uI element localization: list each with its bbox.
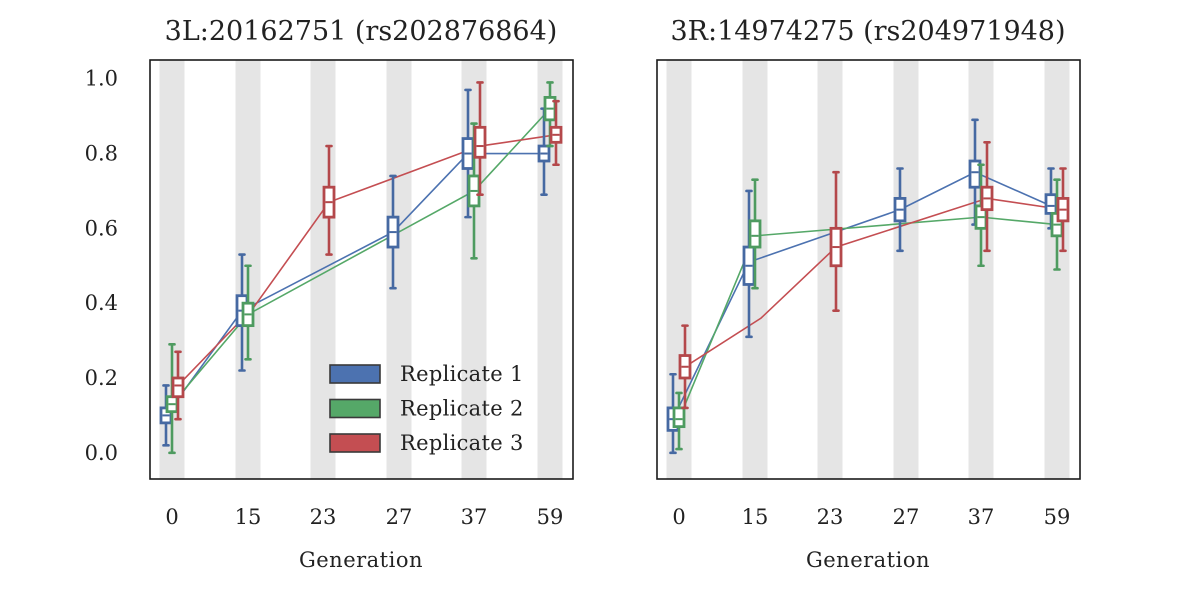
axes-frame xyxy=(149,59,574,480)
series-line xyxy=(171,108,551,405)
chart-title: 3R:14974275 (rs204971948) xyxy=(670,16,1065,47)
box xyxy=(748,219,762,249)
series-line xyxy=(678,216,1058,420)
x-axis-label: Generation xyxy=(806,548,930,572)
legend-swatch xyxy=(329,364,381,384)
x-tick-label: 27 xyxy=(386,505,413,529)
y-tick-label: 1.0 xyxy=(85,67,118,91)
legend-label: Replicate 2 xyxy=(400,397,524,421)
generation-band xyxy=(893,60,919,479)
legend-label: Replicate 3 xyxy=(400,431,524,455)
x-tick-label: 23 xyxy=(310,505,337,529)
box xyxy=(171,376,185,399)
legend-label: Replicate 1 xyxy=(400,362,524,386)
x-tick-label: 0 xyxy=(165,505,178,529)
x-tick-label: 15 xyxy=(235,505,262,529)
box xyxy=(672,406,686,429)
x-axis-label: Generation xyxy=(299,548,423,572)
series-line xyxy=(177,134,557,387)
axes-frame xyxy=(656,59,1081,480)
box xyxy=(473,125,487,159)
generation-band xyxy=(817,60,843,479)
y-tick-label: 0.8 xyxy=(85,142,118,166)
y-tick-label: 0.0 xyxy=(85,441,118,465)
chart-title: 3L:20162751 (rs202876864) xyxy=(165,16,558,47)
series-line xyxy=(684,197,1064,368)
chart-panel-right: 3R:14974275 (rs204971948) Generation 0 15… xyxy=(656,16,1081,572)
legend-swatch xyxy=(329,433,381,453)
box xyxy=(1044,193,1058,215)
chart-panel-left: 3L:20162751 (rs202876864) Generation 0 15… xyxy=(85,16,574,572)
generation-band xyxy=(968,60,994,479)
legend-swatch xyxy=(329,398,381,419)
generation-band xyxy=(386,60,412,479)
x-tick-label: 0 xyxy=(672,505,685,529)
x-tick-label: 59 xyxy=(1044,505,1071,529)
x-tick-label: 37 xyxy=(968,505,995,529)
y-tick-label: 0.4 xyxy=(85,291,118,315)
x-tick-label: 37 xyxy=(461,505,488,529)
y-tick-label: 0.2 xyxy=(85,366,118,390)
x-tick-label: 23 xyxy=(817,505,844,529)
y-tick-label: 0.6 xyxy=(85,216,118,240)
x-tick-label: 59 xyxy=(537,505,564,529)
x-tick-label: 15 xyxy=(742,505,769,529)
x-tick-label: 27 xyxy=(893,505,920,529)
